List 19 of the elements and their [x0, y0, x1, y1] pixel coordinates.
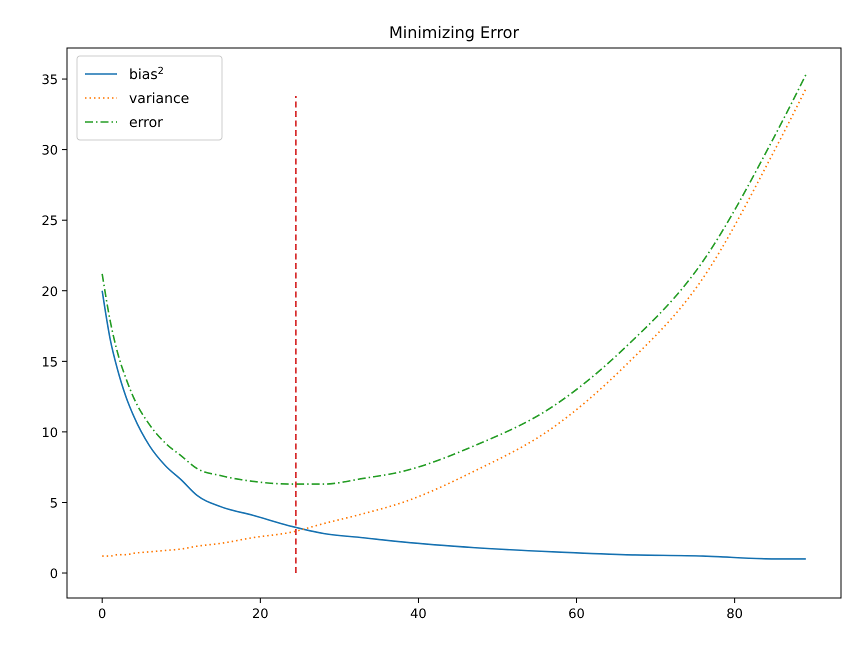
y-tick-label: 15	[41, 355, 58, 370]
x-tick-label: 20	[252, 607, 269, 622]
legend-label: variance	[129, 91, 190, 107]
y-tick-label: 35	[41, 73, 58, 88]
line-series	[101, 88, 807, 557]
x-tick-label: 40	[410, 607, 427, 622]
y-tick-label: 30	[41, 144, 58, 159]
legend-label: error	[129, 115, 164, 131]
y-tick-label: 25	[41, 214, 58, 230]
x-tick-label: 80	[726, 607, 743, 622]
y-tick-label: 10	[41, 426, 58, 441]
line-series	[101, 290, 807, 560]
y-tick-label: 5	[50, 496, 58, 512]
legend-label: bias$^{2}$	[129, 66, 164, 83]
chart-title: Minimizing Error	[388, 23, 520, 42]
y-tick-label: 20	[41, 284, 58, 300]
y-tick-label: 0	[50, 567, 58, 582]
x-tick-label: 60	[568, 607, 585, 622]
x-tick-label: 0	[98, 607, 106, 622]
